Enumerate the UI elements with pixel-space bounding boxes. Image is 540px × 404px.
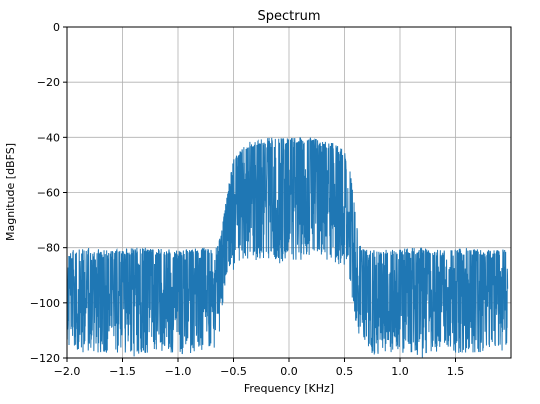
plot-data [67, 137, 509, 358]
y-axis-label: Magnitude [dBFS] [4, 143, 17, 241]
x-tick-label: 0.0 [280, 365, 298, 378]
y-tick-label: −40 [37, 131, 60, 144]
x-axis-label: Frequency [KHz] [244, 382, 334, 395]
x-tick-label: −0.5 [220, 365, 247, 378]
y-tick-label: −80 [37, 242, 60, 255]
x-tick-label: −2.0 [54, 365, 81, 378]
y-axis: 0 −20 −40 −60 −80 −100 −120 [30, 21, 67, 365]
spectrum-series-line [67, 137, 509, 358]
y-tick-label: −100 [30, 297, 60, 310]
x-tick-label: 1.5 [447, 365, 465, 378]
y-tick-label: 0 [53, 21, 60, 34]
x-tick-label: 0.5 [336, 365, 354, 378]
x-tick-label: 1.0 [391, 365, 409, 378]
y-tick-label: −60 [37, 187, 60, 200]
y-tick-label: −120 [30, 352, 60, 365]
x-tick-label: −1.5 [109, 365, 136, 378]
y-tick-label: −20 [37, 76, 60, 89]
x-tick-label: −1.0 [165, 365, 192, 378]
chart-title: Spectrum [258, 9, 321, 24]
x-axis: −2.0 −1.5 −1.0 −0.5 0.0 0.5 1.0 1.5 [54, 358, 465, 378]
